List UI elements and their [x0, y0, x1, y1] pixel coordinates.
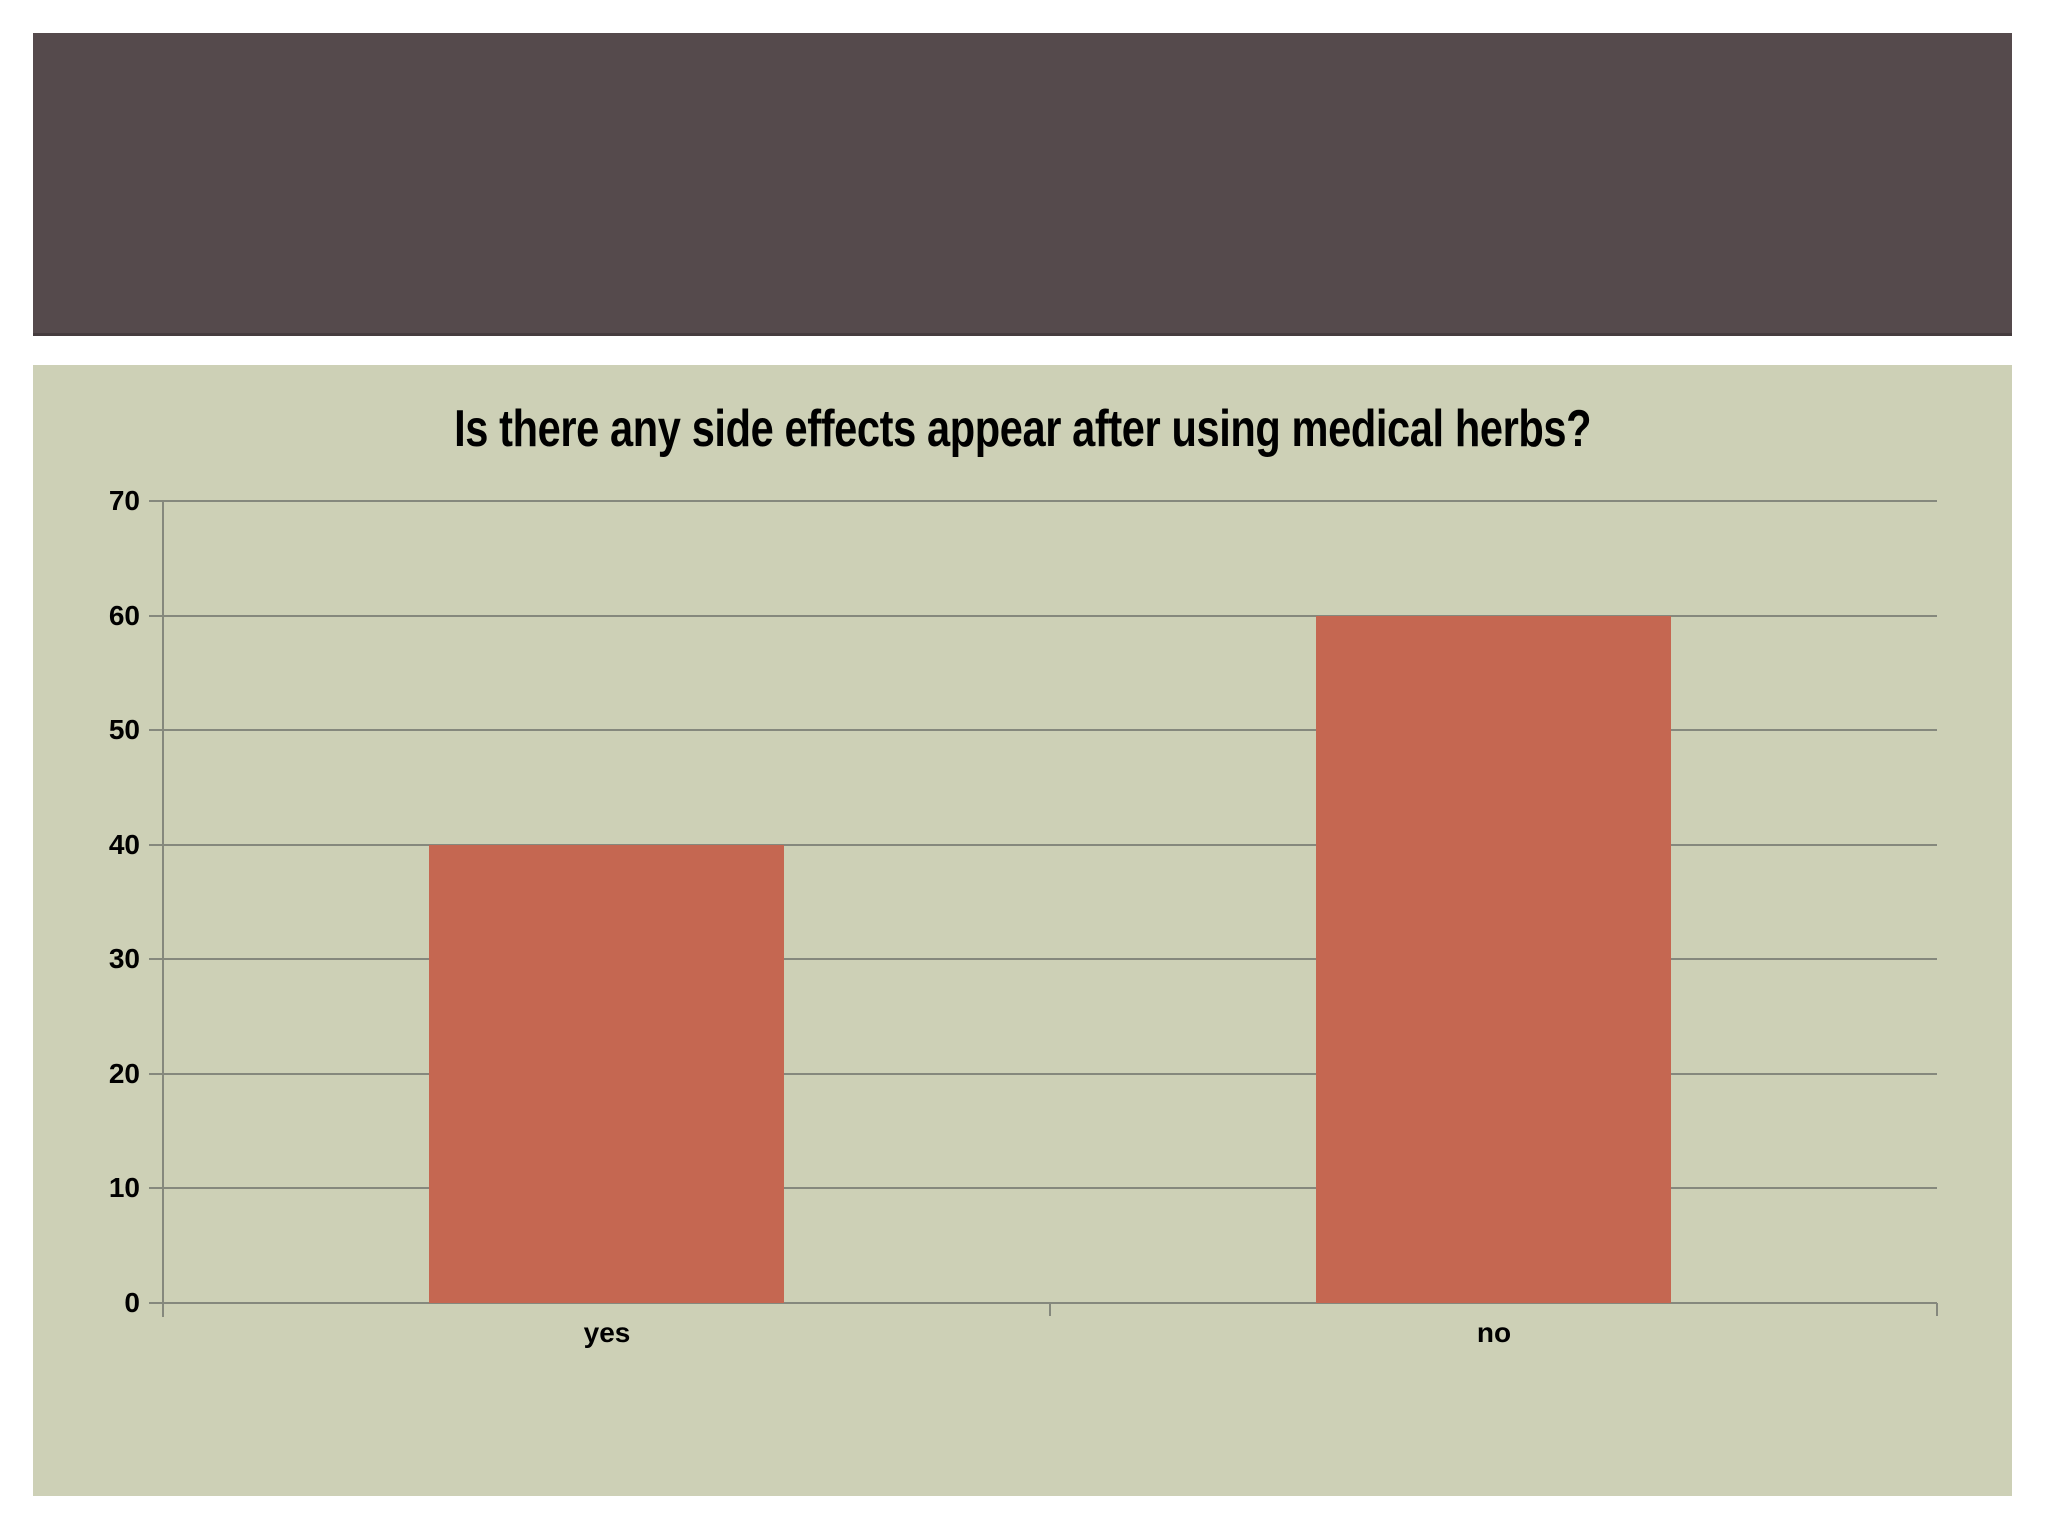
- gridline-20: [163, 1073, 1937, 1075]
- gridline-60: [163, 615, 1937, 617]
- y-axis-tick-0: [149, 1302, 163, 1304]
- y-axis-label-70: 70: [108, 485, 140, 516]
- y-axis-label-0: 0: [124, 1287, 140, 1318]
- y-axis-tick-20: [149, 1073, 163, 1075]
- chart-title-text: Is there any side effects appear after u…: [454, 400, 1591, 458]
- y-axis-label-40: 40: [108, 829, 140, 860]
- chart-title: Is there any side effects appear after u…: [33, 399, 2012, 459]
- y-axis-label-50: 50: [108, 714, 140, 745]
- x-axis-tick-2: [1936, 1303, 1938, 1316]
- plot-area: 0 10 20 30 40 50 60 70 yes no: [109, 485, 1938, 1348]
- x-category-label-yes: yes: [583, 1317, 631, 1348]
- y-axis-label-10: 10: [108, 1172, 140, 1203]
- gridline-70: [163, 500, 1937, 502]
- y-axis-tick-60: [149, 615, 163, 617]
- y-axis-tick-50: [149, 729, 163, 731]
- y-axis-label-30: 30: [108, 943, 140, 974]
- bar-yes: [429, 845, 784, 1303]
- y-axis-tick-10: [149, 1187, 163, 1189]
- bar-no: [1316, 616, 1671, 1303]
- gridline-40: [163, 844, 1937, 846]
- chart-panel: Is there any side effects appear after u…: [33, 365, 2012, 1496]
- gridline-50: [163, 729, 1937, 731]
- gridline-10: [163, 1187, 1937, 1189]
- header-bar: [33, 33, 2012, 336]
- x-axis-tick-1: [1049, 1303, 1051, 1316]
- y-axis-label-60: 60: [108, 600, 140, 631]
- y-axis-tick-40: [149, 844, 163, 846]
- y-axis-line: [162, 501, 164, 1317]
- y-axis-label-20: 20: [108, 1058, 140, 1089]
- gridline-30: [163, 958, 1937, 960]
- y-axis-tick-30: [149, 958, 163, 960]
- x-category-label-no: no: [1476, 1317, 1512, 1348]
- y-axis-tick-70: [149, 500, 163, 502]
